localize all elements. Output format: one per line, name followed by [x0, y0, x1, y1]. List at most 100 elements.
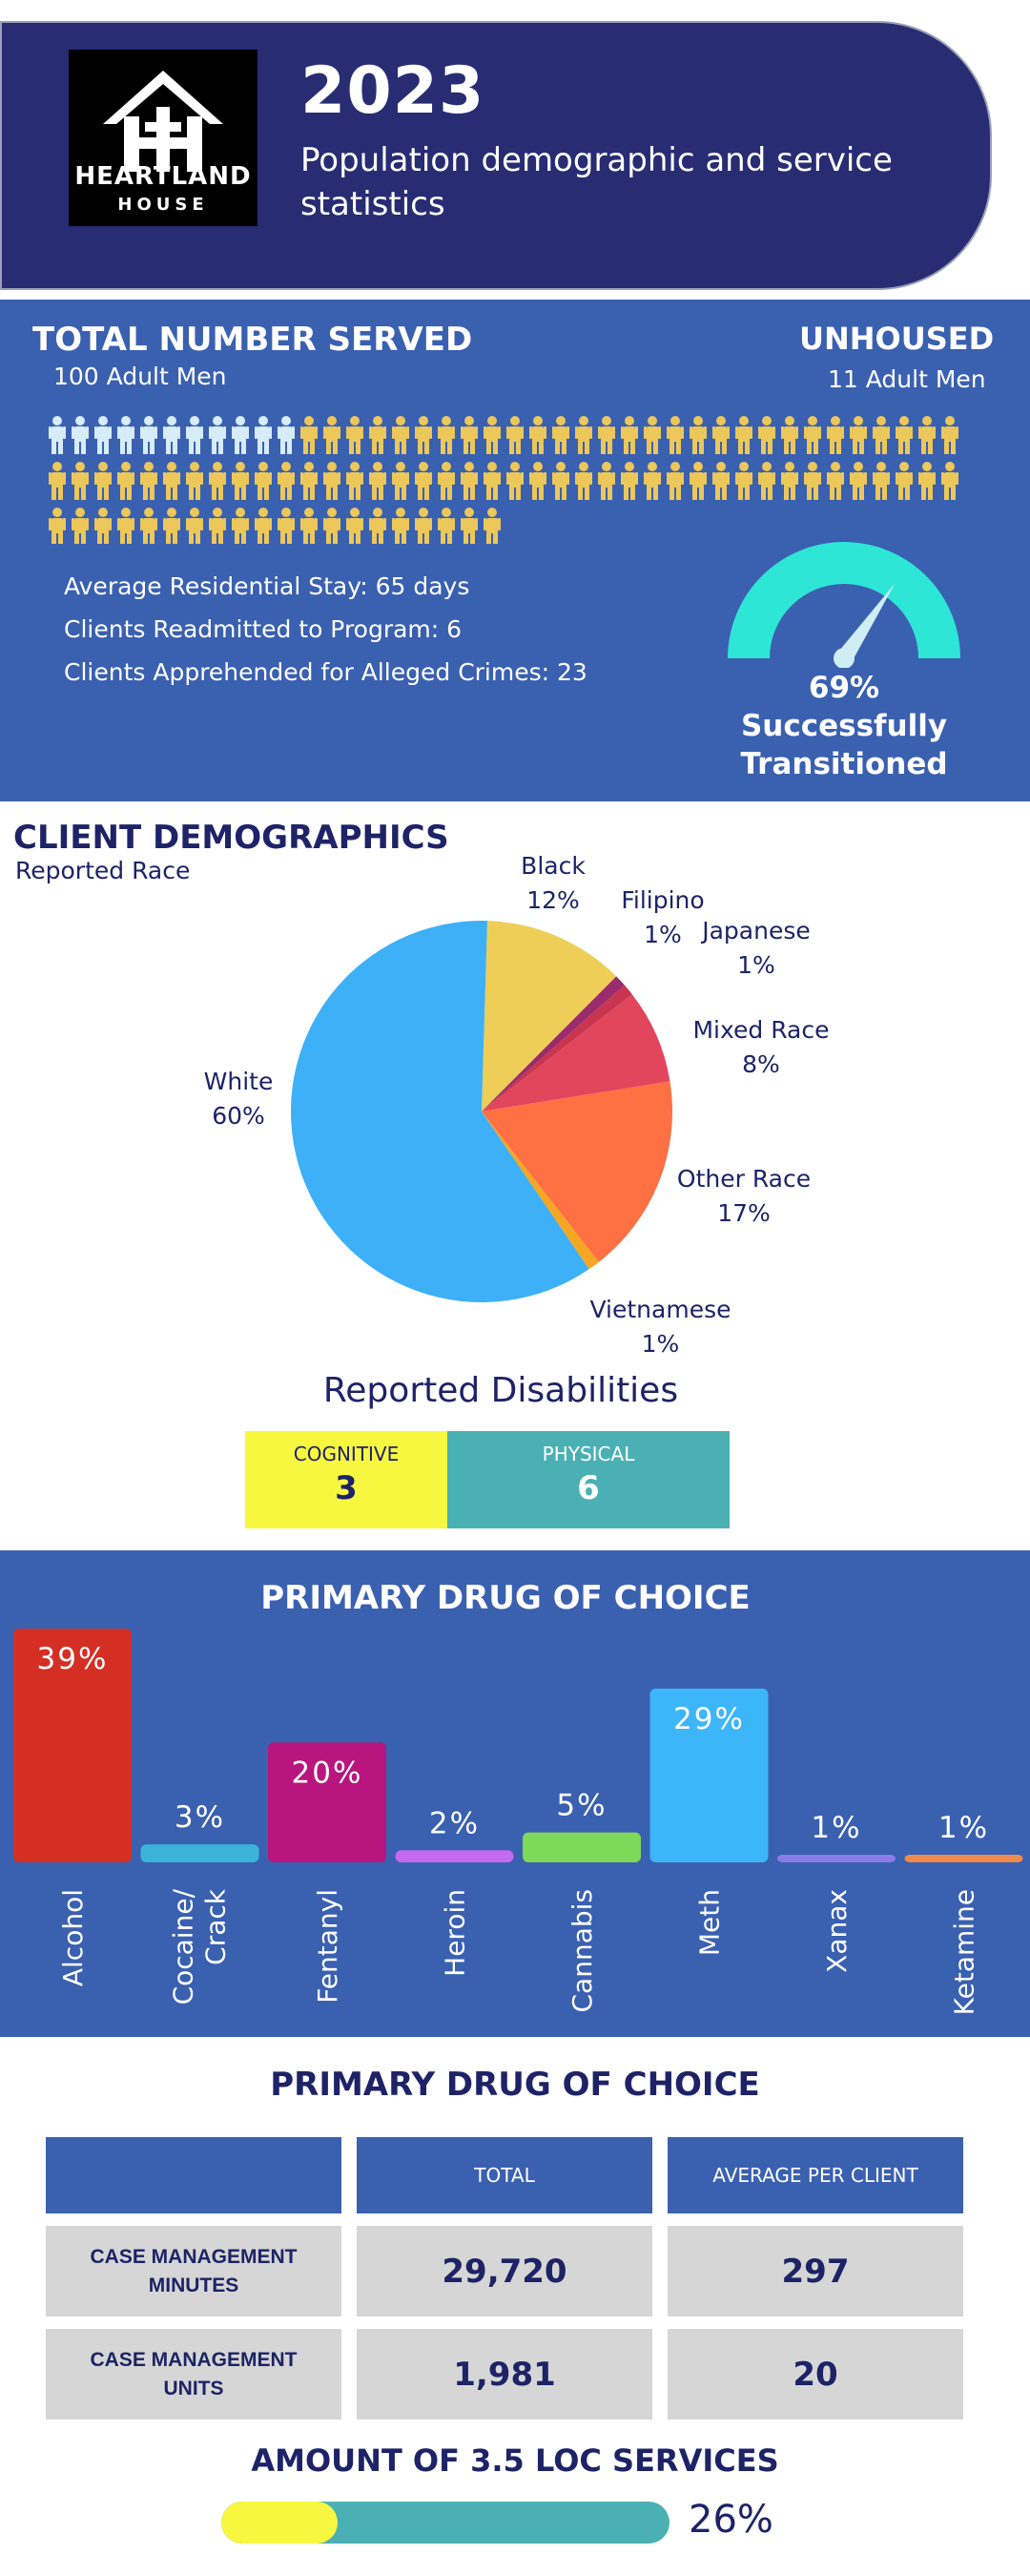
people-pictograph [49, 416, 958, 544]
bar-category-label: Xanax [821, 1889, 853, 1973]
unhoused-subtitle: 11 Adult Men [828, 365, 986, 393]
person-icon [209, 416, 226, 454]
bar-category-label: Cannabis [566, 1889, 598, 2013]
person-icon [918, 416, 936, 454]
person-icon [163, 462, 180, 500]
disability-cognitive: COGNITIVE 3 [245, 1431, 447, 1528]
person-icon [369, 508, 386, 544]
unhoused-title: UNHOUSED [799, 321, 995, 357]
person-icon [49, 416, 66, 454]
pie-slice-filipino [482, 976, 625, 1111]
person-icon [300, 416, 318, 454]
person-icon [94, 416, 112, 454]
person-icon [232, 508, 249, 544]
person-icon [392, 416, 409, 454]
bar-value-label: 39% [37, 1642, 109, 1676]
person-icon [232, 462, 249, 500]
gauge-value: 69% [808, 671, 880, 705]
person-icon [781, 462, 798, 500]
logo-text-house: HOUSE [117, 195, 209, 215]
bar-value-label: 1% [938, 1811, 989, 1845]
services-title: PRIMARY DRUG OF CHOICE [270, 2066, 760, 2104]
person-icon [461, 462, 478, 500]
person-icon [644, 416, 661, 454]
heartland-house-logo: HEARTLAND HOUSE [69, 50, 258, 226]
person-icon [415, 462, 432, 500]
bar-value-label: 2% [429, 1806, 480, 1840]
person-icon [598, 416, 615, 454]
table-row-minutes-label: CASE MANAGEMENT MINUTES [46, 2226, 341, 2316]
loc-progress-fill [221, 2502, 339, 2544]
pie-slice-vietnamese [482, 1111, 599, 1270]
pie-label-mixed-race: Mixed Race 8% [692, 1016, 830, 1078]
person-icon [735, 462, 752, 500]
person-icon [804, 462, 821, 500]
person-icon [300, 508, 318, 544]
person-icon [621, 462, 638, 500]
person-icon [163, 416, 180, 454]
disability-physical: PHYSICAL 6 [447, 1431, 730, 1528]
person-icon [506, 462, 524, 500]
person-icon [804, 416, 821, 454]
bar-ketamine [904, 1855, 1023, 1862]
race-pie-chart [291, 921, 672, 1302]
person-icon [415, 416, 432, 454]
gauge-label-line1: Successfully [740, 709, 948, 743]
person-icon [140, 462, 157, 500]
gauge-arc [728, 542, 960, 658]
person-icon [94, 508, 112, 544]
person-icon [461, 416, 478, 454]
person-icon [850, 416, 867, 454]
bar-value-label: 20% [292, 1755, 363, 1790]
person-icon [140, 416, 157, 454]
bar-fentanyl [268, 1742, 386, 1862]
person-icon [163, 508, 180, 544]
person-icon [529, 416, 546, 454]
person-icon [735, 416, 752, 454]
person-icon [415, 508, 432, 544]
bar-value-label: 1% [811, 1811, 861, 1845]
pie-label-other-race: Other Race 17% [676, 1165, 812, 1227]
bar-category-label: Meth [694, 1889, 726, 1956]
demographics-title: CLIENT DEMOGRAPHICS [13, 819, 449, 857]
total-served-subtitle: 100 Adult Men [53, 363, 227, 390]
pie-slice-japanese [482, 985, 632, 1111]
bar-value-label: 29% [673, 1702, 745, 1736]
pie-slice-black [482, 921, 617, 1111]
pie-label-japanese: Japanese 1% [702, 917, 811, 979]
person-icon [323, 416, 340, 454]
person-icon [598, 462, 615, 500]
pie-label-black: Black 12% [521, 852, 586, 914]
person-icon [758, 462, 775, 500]
person-icon [690, 462, 707, 500]
person-icon [346, 416, 363, 454]
person-icon [575, 416, 592, 454]
table-row-units-total: 1,981 [357, 2329, 652, 2420]
person-icon [186, 416, 203, 454]
person-icon [255, 508, 272, 544]
person-icon [712, 462, 730, 500]
bar-category-label: Fentanyl [312, 1889, 343, 2004]
person-icon [506, 416, 524, 454]
bar-value-label: 3% [175, 1800, 225, 1835]
person-icon [117, 416, 134, 454]
person-icon [369, 462, 386, 500]
bar-alcohol [13, 1629, 132, 1862]
drug-chart-section [0, 1550, 1030, 2037]
table-row-minutes-average: 297 [668, 2226, 963, 2316]
person-icon [392, 462, 409, 500]
person-icon [49, 508, 66, 544]
person-icon [712, 416, 730, 454]
person-icon [72, 508, 89, 544]
person-icon [827, 462, 844, 500]
bar-category-label: Ketamine [949, 1889, 980, 2015]
person-icon [918, 462, 936, 500]
bar-cannabis [523, 1832, 641, 1862]
person-icon [461, 508, 478, 544]
person-icon [690, 416, 707, 454]
person-icon [941, 416, 958, 454]
loc-services-value: 26% [689, 2498, 773, 2542]
person-icon [941, 462, 958, 500]
person-icon [552, 462, 569, 500]
bar-category-label: Heroin [440, 1889, 471, 1977]
